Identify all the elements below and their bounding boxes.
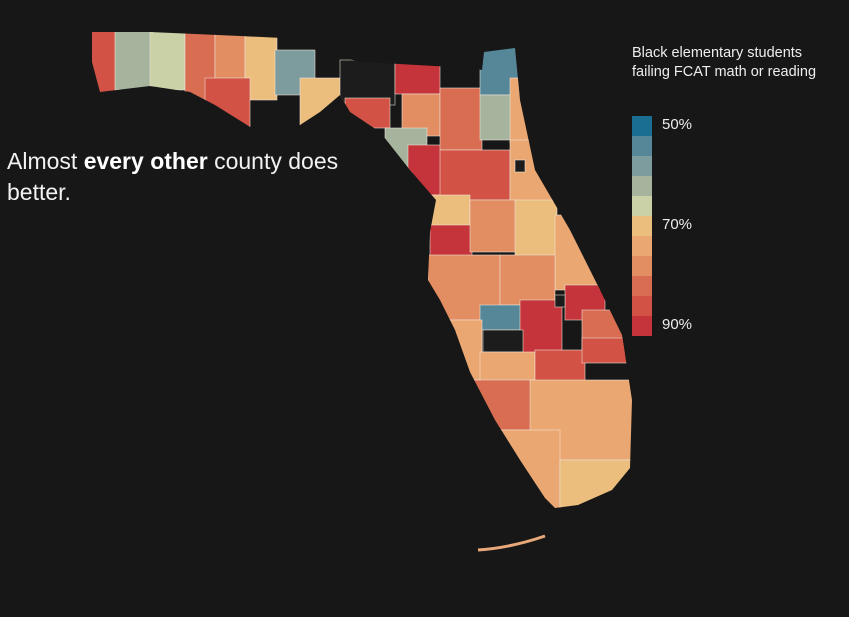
county [424, 194, 471, 228]
county [394, 61, 441, 95]
county [554, 294, 566, 308]
legend-swatch [632, 316, 652, 336]
legend-swatch [632, 116, 652, 136]
county [514, 199, 558, 261]
county [514, 159, 526, 173]
legend-swatch [632, 196, 652, 216]
legend-swatch [632, 256, 652, 276]
legend-tick-90: 90% [662, 316, 693, 333]
county [482, 329, 524, 353]
county [534, 349, 586, 386]
legend-title-line-1: Black elementary students [632, 45, 803, 61]
legend-swatch [632, 216, 652, 236]
county [429, 319, 483, 381]
legend-title: Black elementary students failing FCAT m… [632, 44, 816, 82]
county [559, 459, 632, 508]
county [499, 254, 556, 306]
county [479, 94, 513, 141]
county [184, 32, 216, 101]
county [454, 379, 536, 431]
florida-keys [477, 534, 546, 552]
county [204, 77, 251, 139]
county [469, 429, 561, 508]
county [439, 87, 483, 151]
county [92, 32, 119, 99]
headline: Almost every other county does better. [7, 148, 339, 205]
county [299, 77, 346, 129]
legend-swatch [632, 136, 652, 156]
county [429, 224, 473, 258]
legend-swatch [632, 276, 652, 296]
county [439, 149, 511, 201]
legend-tick-70: 70% [662, 216, 693, 233]
county [149, 32, 186, 91]
legend-color-scale [632, 116, 652, 336]
county [581, 337, 632, 364]
legend-tick-50: 50% [662, 116, 693, 133]
county [479, 304, 523, 331]
legend-title-line-2: failing FCAT math or reading [632, 64, 817, 80]
county [554, 214, 606, 291]
legend-swatch [632, 236, 652, 256]
county [519, 299, 563, 356]
county [344, 97, 391, 129]
legend-swatch [632, 296, 652, 316]
legend-swatch [632, 176, 652, 196]
county [509, 77, 541, 144]
county [114, 32, 154, 91]
county [469, 199, 519, 253]
county [214, 32, 246, 81]
legend-swatch [632, 156, 652, 176]
